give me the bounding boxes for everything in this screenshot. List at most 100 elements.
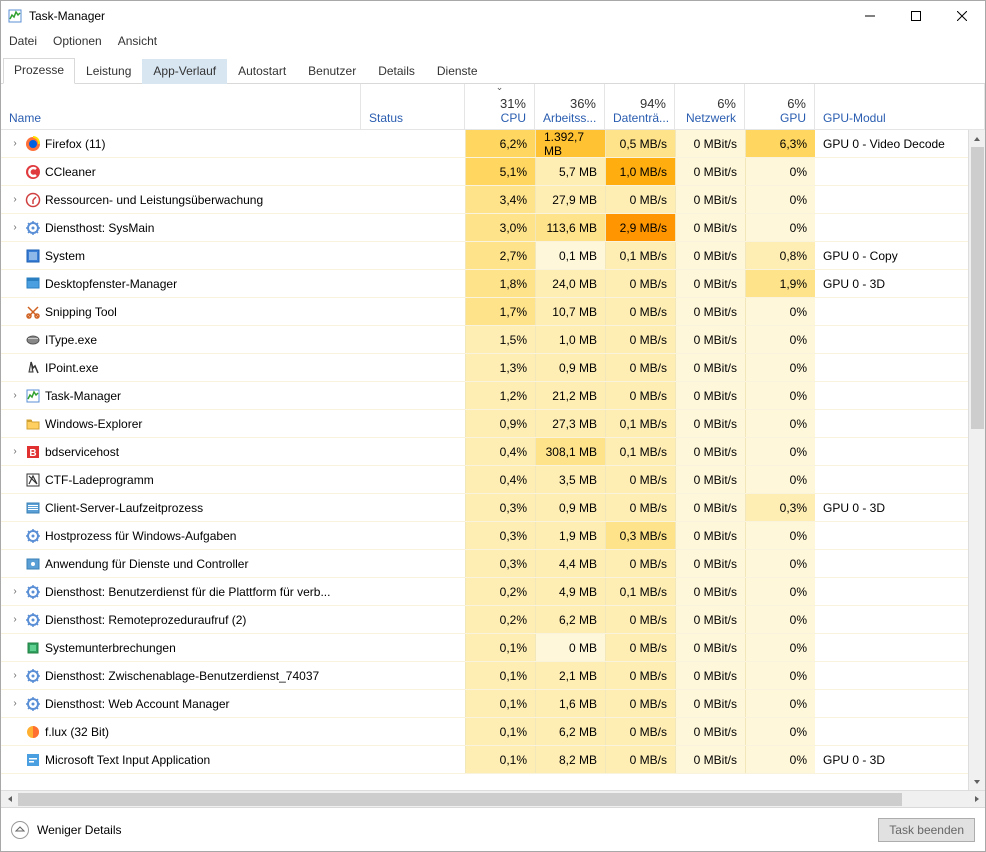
expand-chevron-icon[interactable]: › [9, 614, 21, 625]
process-row[interactable]: Hostprozess für Windows-Aufgaben0,3%1,9 … [1, 522, 985, 550]
process-name: CTF-Ladeprogramm [45, 473, 154, 487]
header-gpu[interactable]: 6%GPU [745, 84, 815, 129]
disk-cell: 0 MB/s [605, 354, 675, 381]
net-cell: 0 MBit/s [675, 466, 745, 493]
process-row[interactable]: CCleaner5,1%5,7 MB1,0 MB/s0 MBit/s0% [1, 158, 985, 186]
process-row[interactable]: ›Diensthost: SysMain3,0%113,6 MB2,9 MB/s… [1, 214, 985, 242]
header-gpu-module[interactable]: GPU-Modul [815, 84, 985, 129]
cpu-cell: 0,1% [465, 634, 535, 661]
gpu-module-cell [815, 662, 985, 689]
sort-caret-icon: ⌄ [496, 84, 504, 93]
menu-view[interactable]: Ansicht [118, 34, 157, 48]
process-row[interactable]: Windows-Explorer0,9%27,3 MB0,1 MB/s0 MBi… [1, 410, 985, 438]
gpu-module-cell [815, 634, 985, 661]
process-status [361, 242, 465, 269]
process-row[interactable]: Desktopfenster-Manager1,8%24,0 MB0 MB/s0… [1, 270, 985, 298]
process-row[interactable]: ›Diensthost: Benutzerdienst für die Plat… [1, 578, 985, 606]
gpu-cell: 0% [745, 690, 815, 717]
scroll-thumb[interactable] [971, 147, 984, 429]
header-disk[interactable]: 94%Datenträ... [605, 84, 675, 129]
menu-options[interactable]: Optionen [53, 34, 102, 48]
mem-cell: 1.392,7 MB [535, 130, 605, 157]
disk-cell: 0 MB/s [605, 718, 675, 745]
gpu-cell: 0% [745, 326, 815, 353]
disk-cell: 0,1 MB/s [605, 410, 675, 437]
header-memory[interactable]: 36%Arbeitss... [535, 84, 605, 129]
process-icon [25, 584, 41, 600]
expand-chevron-icon[interactable]: › [9, 586, 21, 597]
expand-chevron-icon[interactable]: › [9, 194, 21, 205]
process-icon [25, 696, 41, 712]
process-status [361, 634, 465, 661]
tab-leistung[interactable]: Leistung [75, 59, 142, 84]
mem-cell: 1,0 MB [535, 326, 605, 353]
expand-chevron-icon[interactable]: › [9, 138, 21, 149]
scroll-thumb[interactable] [18, 793, 902, 806]
tab-dienste[interactable]: Dienste [426, 59, 489, 84]
process-row[interactable]: Snipping Tool1,7%10,7 MB0 MB/s0 MBit/s0% [1, 298, 985, 326]
scroll-up-button[interactable] [969, 130, 985, 147]
process-row[interactable]: ›Diensthost: Zwischenablage-Benutzerdien… [1, 662, 985, 690]
process-row[interactable]: ›Diensthost: Web Account Manager0,1%1,6 … [1, 690, 985, 718]
tab-autostart[interactable]: Autostart [227, 59, 297, 84]
header-status[interactable]: Status [361, 84, 465, 129]
header-name[interactable]: Name [1, 84, 361, 129]
expand-chevron-icon[interactable]: › [9, 446, 21, 457]
process-row[interactable]: IType.exe1,5%1,0 MB0 MB/s0 MBit/s0% [1, 326, 985, 354]
gpu-cell: 0% [745, 718, 815, 745]
tab-app-verlauf[interactable]: App-Verlauf [142, 59, 227, 84]
header-network[interactable]: 6%Netzwerk [675, 84, 745, 129]
process-row[interactable]: System2,7%0,1 MB0,1 MB/s0 MBit/s0,8%GPU … [1, 242, 985, 270]
process-row[interactable]: ›Ressourcen- und Leistungsüberwachung3,4… [1, 186, 985, 214]
process-row[interactable]: CTF-Ladeprogramm0,4%3,5 MB0 MB/s0 MBit/s… [1, 466, 985, 494]
scroll-down-button[interactable] [969, 773, 985, 790]
net-cell: 0 MBit/s [675, 130, 745, 157]
process-row[interactable]: ›Task-Manager1,2%21,2 MB0 MB/s0 MBit/s0% [1, 382, 985, 410]
process-row[interactable]: Systemunterbrechungen0,1%0 MB0 MB/s0 MBi… [1, 634, 985, 662]
menu-file[interactable]: Datei [9, 34, 37, 48]
expand-chevron-icon[interactable]: › [9, 390, 21, 401]
expand-chevron-icon[interactable]: › [9, 698, 21, 709]
close-button[interactable] [939, 1, 985, 31]
scroll-track[interactable] [969, 147, 985, 773]
tab-benutzer[interactable]: Benutzer [297, 59, 367, 84]
process-row[interactable]: ›Firefox (11)6,2%1.392,7 MB0,5 MB/s0 MBi… [1, 130, 985, 158]
maximize-button[interactable] [893, 1, 939, 31]
mem-cell: 5,7 MB [535, 158, 605, 185]
header-cpu[interactable]: ⌄ 31% CPU [465, 84, 535, 129]
minimize-button[interactable] [847, 1, 893, 31]
process-row[interactable]: Anwendung für Dienste und Controller0,3%… [1, 550, 985, 578]
scroll-track[interactable] [18, 791, 968, 808]
fewer-details-label[interactable]: Weniger Details [37, 823, 121, 837]
expand-chevron-icon[interactable]: › [9, 670, 21, 681]
process-name-cell: Anwendung für Dienste und Controller [1, 550, 361, 577]
vertical-scrollbar[interactable] [968, 130, 985, 790]
process-row[interactable]: ›Diensthost: Remoteprozeduraufruf (2)0,2… [1, 606, 985, 634]
gpu-cell: 0% [745, 298, 815, 325]
process-status [361, 214, 465, 241]
process-name: Diensthost: Web Account Manager [45, 697, 230, 711]
disk-cell: 0 MB/s [605, 550, 675, 577]
gpu-module-cell: GPU 0 - 3D [815, 746, 985, 773]
process-name: Task-Manager [45, 389, 121, 403]
cpu-cell: 0,3% [465, 522, 535, 549]
title-bar[interactable]: Task-Manager [1, 1, 985, 31]
expand-chevron-icon[interactable]: › [9, 222, 21, 233]
horizontal-scrollbar[interactable] [1, 790, 985, 807]
net-cell: 0 MBit/s [675, 438, 745, 465]
fewer-details-icon[interactable] [11, 821, 29, 839]
cpu-cell: 0,9% [465, 410, 535, 437]
scroll-right-button[interactable] [968, 791, 985, 808]
tab-prozesse[interactable]: Prozesse [3, 58, 75, 84]
gpu-cell: 0% [745, 214, 815, 241]
process-row[interactable]: IPoint.exe1,3%0,9 MB0 MB/s0 MBit/s0% [1, 354, 985, 382]
mem-cell: 2,1 MB [535, 662, 605, 689]
end-task-button[interactable]: Task beenden [878, 818, 975, 842]
process-row[interactable]: f.lux (32 Bit)0,1%6,2 MB0 MB/s0 MBit/s0% [1, 718, 985, 746]
tab-details[interactable]: Details [367, 59, 426, 84]
cpu-cell: 0,1% [465, 662, 535, 689]
process-row[interactable]: Client-Server-Laufzeitprozess0,3%0,9 MB0… [1, 494, 985, 522]
process-row[interactable]: Microsoft Text Input Application0,1%8,2 … [1, 746, 985, 774]
scroll-left-button[interactable] [1, 791, 18, 808]
process-row[interactable]: ›Bbdservicehost0,4%308,1 MB0,1 MB/s0 MBi… [1, 438, 985, 466]
